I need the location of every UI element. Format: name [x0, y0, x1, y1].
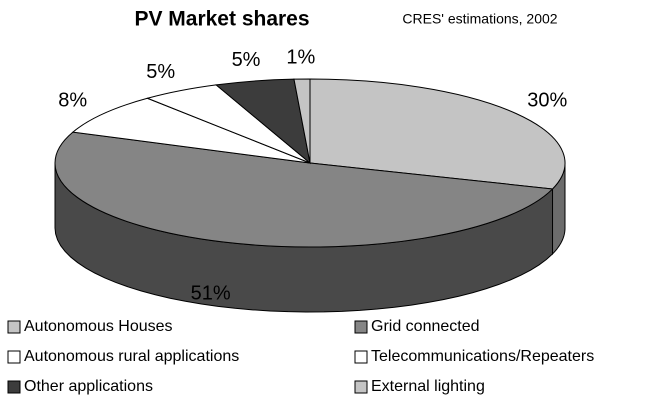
- legend-swatch: [354, 320, 368, 334]
- legend-swatch: [354, 380, 368, 394]
- legend-swatch: [354, 350, 368, 364]
- chart-subtitle: CRES' estimations, 2002: [402, 11, 557, 27]
- legend-label: External lighting: [371, 378, 485, 395]
- value-label: 51%: [191, 283, 231, 305]
- legend-label: Autonomous rural applications: [24, 348, 239, 365]
- slice: [54, 131, 554, 248]
- value-label: 8%: [58, 90, 87, 112]
- legend-label: Other applications: [24, 378, 153, 395]
- slice: [309, 78, 566, 190]
- legend-label: Grid connected: [371, 318, 480, 335]
- value-label: 1%: [286, 46, 315, 68]
- value-label: 5%: [232, 49, 261, 71]
- value-label: 30%: [527, 90, 567, 112]
- legend-swatch: [7, 350, 21, 364]
- legend-label: Telecommunications/Repeaters: [371, 348, 594, 365]
- chart-title: PV Market shares: [134, 8, 309, 31]
- legend-label: Autonomous Houses: [24, 318, 173, 335]
- legend-swatch: [7, 320, 21, 334]
- legend-swatch: [7, 380, 21, 394]
- slice: [293, 78, 311, 164]
- slice: [71, 97, 311, 164]
- value-label: 5%: [146, 61, 175, 83]
